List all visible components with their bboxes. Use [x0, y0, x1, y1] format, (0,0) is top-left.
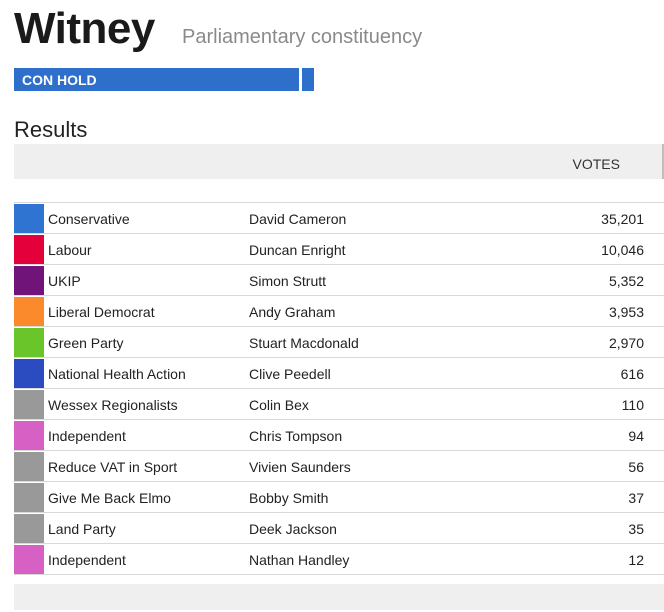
- page-subtitle: Parliamentary constituency: [182, 26, 423, 48]
- candidate-name: Andy Graham: [249, 304, 336, 320]
- candidate-name: Simon Strutt: [249, 273, 327, 289]
- vote-count: 10,046: [601, 242, 644, 258]
- party-name: Conservative: [48, 211, 130, 227]
- candidate-name: Colin Bex: [249, 397, 309, 413]
- party-color-swatch: [14, 204, 44, 233]
- result-row: Wessex Regionalists Colin Bex 110: [14, 389, 664, 420]
- party-color-swatch: [14, 483, 44, 512]
- result-row: Liberal Democrat Andy Graham 3,953: [14, 296, 664, 327]
- party-name: Land Party: [48, 521, 116, 537]
- result-row: Reduce VAT in Sport Vivien Saunders 56: [14, 451, 664, 482]
- party-color-swatch: [14, 514, 44, 543]
- result-row: Independent Nathan Handley 12: [14, 544, 664, 575]
- results-table-header: VOTES: [14, 144, 664, 179]
- candidate-name: Bobby Smith: [249, 490, 329, 506]
- result-row: Independent Chris Tompson 94: [14, 420, 664, 451]
- party-color-swatch: [14, 421, 44, 450]
- result-row: Green Party Stuart Macdonald 2,970: [14, 327, 664, 358]
- result-row: Labour Duncan Enright 10,046: [14, 234, 664, 265]
- candidate-name: Chris Tompson: [249, 428, 343, 444]
- results-heading: Results: [14, 117, 88, 142]
- result-row: Land Party Deek Jackson 35: [14, 513, 664, 544]
- result-status-bar: CON HOLD: [14, 68, 299, 91]
- party-color-swatch: [14, 328, 44, 357]
- result-row: UKIP Simon Strutt 5,352: [14, 265, 664, 296]
- party-color-swatch: [14, 452, 44, 481]
- party-name: Reduce VAT in Sport: [48, 459, 178, 475]
- result-row: National Health Action Clive Peedell 616: [14, 358, 664, 389]
- party-name: Independent: [48, 552, 126, 568]
- party-color-swatch: [14, 297, 44, 326]
- party-name: Labour: [48, 242, 92, 258]
- party-name: Wessex Regionalists: [48, 397, 178, 413]
- candidate-name: Stuart Macdonald: [249, 335, 359, 351]
- party-color-swatch: [14, 359, 44, 388]
- candidate-name: Vivien Saunders: [249, 459, 351, 475]
- party-name: Liberal Democrat: [48, 304, 155, 320]
- vote-count: 12: [628, 552, 644, 568]
- result-status-label: CON HOLD: [22, 72, 97, 88]
- vote-count: 2,970: [608, 335, 644, 351]
- result-row: Conservative David Cameron 35,201: [14, 203, 664, 234]
- votes-column-header: VOTES: [572, 156, 620, 172]
- header-divider: [662, 144, 664, 179]
- candidate-name: Nathan Handley: [249, 552, 350, 568]
- vote-count: 5,352: [608, 273, 644, 289]
- party-name: UKIP: [48, 273, 81, 289]
- vote-count: 94: [628, 428, 644, 444]
- result-status-marker: [302, 68, 314, 91]
- vote-count: 3,953: [608, 304, 644, 320]
- party-color-swatch: [14, 545, 44, 574]
- vote-count: 616: [620, 366, 644, 382]
- result-row: Give Me Back Elmo Bobby Smith 37: [14, 482, 664, 513]
- results-table: Conservative David Cameron 35,201 Labour Dun…: [14, 202, 664, 575]
- vote-count: 110: [621, 397, 644, 413]
- party-color-swatch: [14, 235, 44, 264]
- party-name: Independent: [48, 428, 126, 444]
- vote-count: 37: [628, 490, 644, 506]
- page-title: Witney: [14, 4, 155, 53]
- vote-count: 56: [628, 459, 644, 475]
- party-color-swatch: [14, 266, 44, 295]
- party-name: National Health Action: [48, 366, 186, 382]
- candidate-name: Duncan Enright: [249, 242, 346, 258]
- party-color-swatch: [14, 390, 44, 419]
- candidate-name: Deek Jackson: [249, 521, 337, 537]
- candidate-name: David Cameron: [249, 211, 347, 227]
- vote-count: 35: [628, 521, 644, 537]
- party-name: Green Party: [48, 335, 124, 351]
- candidate-name: Clive Peedell: [249, 366, 331, 382]
- party-name: Give Me Back Elmo: [48, 490, 171, 506]
- results-table-footer: [14, 584, 664, 610]
- vote-count: 35,201: [601, 211, 644, 227]
